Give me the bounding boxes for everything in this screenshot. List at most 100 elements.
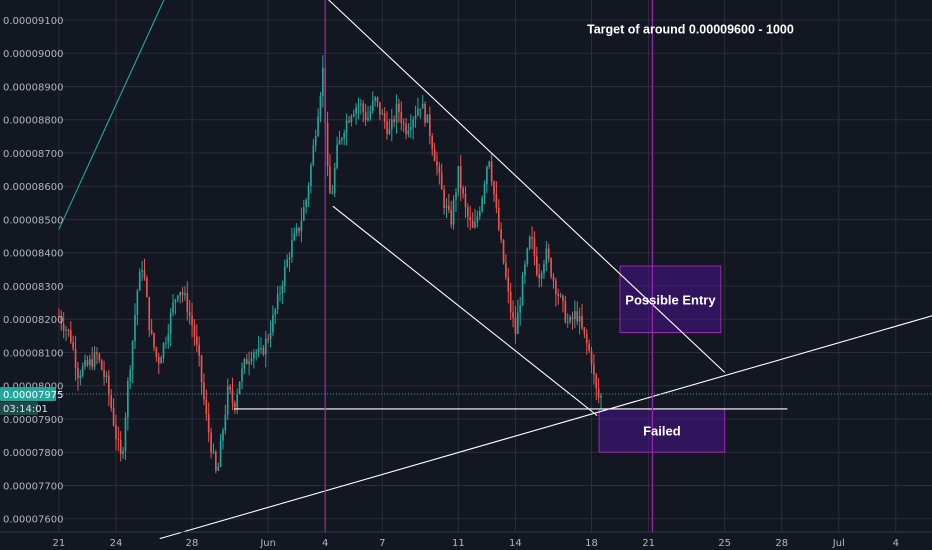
candle-body-up	[543, 264, 545, 274]
candle-body-up	[519, 305, 522, 313]
candle-body-down	[400, 112, 403, 123]
candle-body-up	[333, 167, 336, 194]
candle-body-down	[450, 209, 453, 225]
candle-body-down	[433, 149, 436, 162]
candle-body-down	[195, 336, 198, 345]
candle-body-down	[562, 295, 564, 302]
candle-body-up	[476, 216, 479, 223]
candle-body-up	[419, 108, 422, 110]
candle-body-down	[117, 439, 120, 441]
candle-body-up	[345, 120, 348, 133]
candle-body-up	[474, 222, 476, 228]
candle-body-up	[174, 299, 177, 303]
candle-body-up	[291, 240, 293, 258]
x-axis: 21 24 28 Jun 4 7 11 14 18 21 25 28 Jul 4	[53, 538, 900, 549]
candle-body-up	[350, 116, 353, 123]
x-tick-label: 7	[379, 538, 385, 549]
candle-body-down	[585, 333, 588, 344]
candle-body-up	[105, 375, 108, 378]
candle-body-up	[569, 317, 571, 322]
candle-body-up	[79, 375, 82, 379]
candle-body-down	[108, 375, 110, 395]
candle-body-up	[559, 295, 562, 297]
candle-body-down	[77, 367, 79, 379]
candle-body-up	[160, 357, 162, 364]
y-tick-label: 0.00008300	[3, 282, 63, 293]
x-tick-label: Jul	[832, 538, 845, 549]
teal-trendline	[58, 0, 165, 230]
y-tick-label: 0.00009000	[3, 49, 63, 60]
candle-body-up	[574, 311, 576, 320]
candle-body-up	[578, 316, 581, 322]
candle-body-down	[198, 344, 201, 356]
candle-body-down	[469, 216, 472, 221]
candle-body-down	[98, 354, 101, 361]
candle-body-up	[457, 166, 460, 193]
candle-body-down	[595, 374, 598, 389]
candle-body-up	[184, 293, 186, 296]
candle-body-down	[538, 274, 541, 279]
candle-body-up	[253, 352, 255, 359]
candle-body-down	[502, 239, 505, 263]
candle-body-up	[314, 136, 317, 146]
candle-body-up	[219, 440, 222, 467]
annotation-label: Failed	[643, 424, 681, 439]
candle-body-up	[248, 361, 250, 365]
candle-body-down	[514, 317, 517, 335]
candle-body-down	[231, 389, 234, 403]
candle-body-down	[146, 277, 148, 298]
candle-body-up	[338, 140, 341, 145]
y-tick-label: 0.00007600	[3, 515, 63, 526]
candle-body-up	[122, 451, 124, 455]
candle-body-up	[302, 207, 305, 221]
candle-body-up	[336, 144, 338, 168]
candle-body-up	[481, 197, 483, 211]
candle-body-up	[93, 352, 96, 368]
candle-body-up	[241, 368, 243, 382]
candle-body-up	[250, 358, 253, 362]
candle-body-up	[374, 97, 376, 101]
candle-body-up	[176, 295, 179, 300]
candle-body-down	[67, 329, 70, 331]
candle-body-down	[188, 311, 191, 316]
candle-body-up	[488, 161, 491, 167]
candle-body-down	[210, 432, 212, 453]
candle-body-down	[509, 291, 512, 313]
y-tick-label: 0.00008600	[3, 182, 63, 193]
candle-body-up	[381, 113, 384, 115]
candle-body-up	[283, 266, 286, 286]
candle-body-up	[521, 275, 524, 306]
y-tick-label: 0.00008900	[3, 82, 63, 93]
candle-body-down	[535, 256, 538, 275]
annotations: Target of around 0.00009600 - 1000 Possib…	[587, 22, 794, 438]
candle-body-down	[398, 103, 400, 113]
candle-body-up	[236, 393, 239, 408]
x-tick-label: 28	[186, 538, 199, 549]
candle-body-down	[326, 123, 329, 167]
candle-body-down	[490, 161, 493, 182]
candle-body-up	[310, 165, 312, 186]
x-tick-label: 24	[110, 538, 123, 549]
x-tick-label: Jun	[259, 538, 276, 549]
candle-body-down	[376, 97, 379, 103]
candle-body-up	[255, 352, 258, 354]
y-tick-label: 0.00008500	[3, 215, 63, 226]
candle-body-down	[72, 342, 75, 349]
y-tick-label: 0.00009100	[3, 16, 63, 27]
candle-body-down	[590, 350, 593, 365]
candle-body-down	[462, 188, 464, 194]
candle-body-up	[445, 205, 448, 208]
candle-body-up	[281, 285, 284, 293]
candle-body-down	[428, 114, 431, 137]
candle-body-down	[186, 293, 189, 312]
candle-body-up	[243, 359, 246, 369]
candle-body-up	[305, 200, 308, 208]
candle-body-down	[448, 205, 450, 210]
candle-body-up	[224, 414, 227, 431]
candle-body-up	[455, 192, 457, 200]
candle-body-up	[352, 113, 355, 117]
candle-body-up	[165, 342, 167, 344]
current-price-text: 0.00007975	[3, 390, 63, 401]
annotation-text: Target of around 0.00009600 - 1000	[587, 22, 794, 36]
